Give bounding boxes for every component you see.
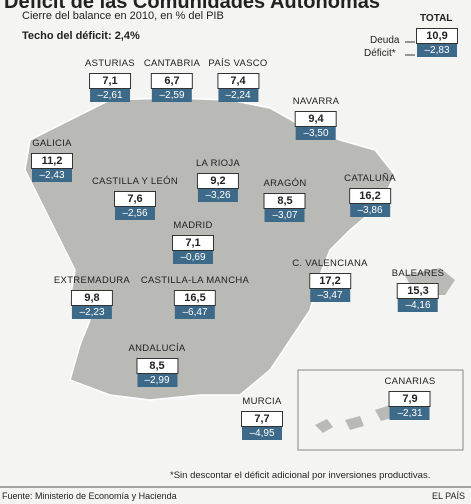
region: Canarias 7,9 –2,31 (385, 376, 436, 420)
region: La Rioja 9,2 –3,26 (196, 158, 240, 202)
region: Galicia 11,2 –2,43 (31, 138, 73, 182)
region-debt: 11,2 (31, 153, 73, 169)
canarias-shape (315, 404, 399, 433)
region-debt: 7,9 (389, 391, 431, 407)
legend-deficit: Déficit* (364, 48, 396, 59)
region-deficit: –3,47 (310, 289, 350, 302)
region: Cantabria 6,7 –2,59 (144, 58, 200, 102)
region-name: Cantabria (143, 58, 201, 69)
region-deficit: –2,43 (32, 169, 72, 182)
region-debt: 7,1 (88, 73, 131, 89)
region-deficit: –2,59 (152, 89, 192, 102)
canarias-inset (297, 369, 464, 451)
region-name: País Vasco (208, 58, 268, 69)
region-name: Castilla y León (92, 176, 178, 187)
region-debt: 9,4 (295, 111, 337, 127)
subtitle: Cierre del balance en 2010, en % del PIB (22, 10, 224, 22)
region-name: Aragón (263, 178, 307, 189)
region-debt: 16,5 (173, 290, 216, 306)
total-debt: 10,9 (416, 28, 458, 44)
region-debt: 7,6 (114, 191, 156, 207)
region-debt: 7,1 (172, 235, 214, 251)
region-debt: 9,2 (197, 173, 239, 189)
region-deficit: –3,26 (198, 189, 238, 202)
region-name: Canarias (384, 376, 436, 387)
region-name: La Rioja (195, 158, 241, 169)
publisher: EL PAÍS (432, 491, 466, 501)
region-deficit: –2,99 (136, 374, 177, 387)
region: Castilla y León 7,6 –2,56 (92, 176, 178, 220)
region-deficit: –4,16 (398, 299, 438, 312)
region-name: Cataluña (344, 173, 396, 184)
ceiling: Techo del déficit: 2,4% (22, 30, 140, 42)
source: Fuente: Ministerio de Economía y Haciend… (2, 491, 177, 501)
region-name: Navarra (292, 96, 340, 107)
region-debt: 17,2 (309, 273, 351, 289)
region-deficit: –4,95 (242, 427, 282, 440)
region: Madrid 7,1 –0,69 (172, 220, 214, 264)
region-deficit: –2,31 (390, 407, 430, 420)
region-debt: 6,7 (151, 73, 193, 89)
region-name: Madrid (173, 220, 213, 231)
region-deficit: –6,47 (174, 306, 215, 319)
region-debt: 7,7 (241, 411, 283, 427)
region-deficit: –3,50 (296, 127, 336, 140)
region-debt: 7,4 (216, 73, 259, 89)
region-deficit: –2,61 (89, 89, 130, 102)
total-label: TOTAL (420, 13, 453, 24)
region-debt: 9,8 (71, 290, 113, 306)
region: Castilla-La Mancha 16,5 –6,47 (141, 275, 249, 319)
region-name: C. Valenciana (292, 258, 368, 269)
region-name: Galicia (32, 138, 72, 149)
region-name: Murcia (242, 396, 282, 407)
region: Andalucía 8,5 –2,99 (128, 343, 185, 387)
region: Baleares 15,3 –4,16 (392, 268, 445, 312)
region: País Vasco 7,4 –2,24 (208, 58, 267, 102)
region: Murcia 7,7 –4,95 (241, 396, 283, 440)
total-box: 10,9 –2,83 (416, 26, 458, 57)
footnote: *Sin descontar el déficit adicional por … (170, 470, 431, 481)
region-name: Asturias (85, 58, 135, 69)
region: Asturias 7,1 –2,61 (85, 58, 135, 102)
region-deficit: –3,86 (349, 204, 390, 217)
region-name: Baleares (391, 268, 445, 279)
region-deficit: –2,24 (217, 89, 258, 102)
region: Aragón 8,5 –3,07 (264, 178, 307, 222)
region-name: Andalucía (128, 343, 186, 354)
region: Navarra 9,4 –3,50 (293, 96, 340, 140)
region-name: Extremadura (53, 275, 131, 286)
total-deficit: –2,83 (417, 44, 457, 57)
legend-debt: Deuda (370, 35, 400, 46)
title: Déficit de las Comunidades Autónomas (4, 0, 380, 13)
region-deficit: –2,23 (72, 306, 112, 319)
region-debt: 8,5 (135, 358, 178, 374)
region-deficit: –0,69 (173, 251, 213, 264)
region-deficit: –2,56 (115, 207, 155, 220)
region-debt: 15,3 (397, 283, 439, 299)
region: Extremadura 9,8 –2,23 (54, 275, 130, 319)
region-debt: 16,2 (348, 188, 391, 204)
region-name: Castilla-La Mancha (140, 275, 250, 286)
region-debt: 8,5 (263, 193, 306, 209)
region-deficit: –3,07 (264, 209, 305, 222)
region: C. Valenciana 17,2 –3,47 (292, 258, 368, 302)
region: Cataluña 16,2 –3,86 (344, 173, 396, 217)
